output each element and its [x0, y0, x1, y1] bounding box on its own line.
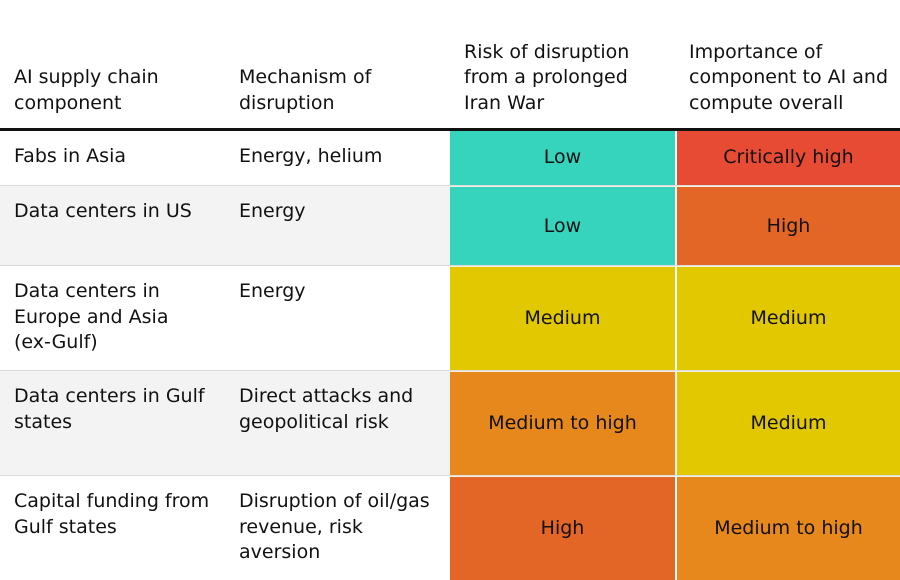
risk-cell: Medium	[450, 266, 675, 371]
table-row: Data centers in Europe and Asia (ex-Gulf…	[0, 265, 900, 371]
table-row: Data centers in US Energy Low High	[0, 185, 900, 266]
mechanism-cell: Energy	[239, 200, 306, 222]
header-component: AI supply chain component	[14, 66, 159, 114]
header-importance: Importance of component to AI and comput…	[689, 40, 889, 114]
mechanism-cell: Energy	[239, 280, 306, 302]
risk-cell: Medium to high	[450, 371, 675, 476]
component-cell: Data centers in Europe and Asia (ex-Gulf…	[14, 280, 169, 353]
mechanism-cell: Direct attacks and geopolitical risk	[239, 385, 414, 433]
table-row: Fabs in Asia Energy, helium Low Critically …	[0, 131, 900, 185]
importance-cell: Medium	[677, 371, 900, 476]
header-rule	[0, 128, 900, 131]
component-cell: Fabs in Asia	[14, 145, 127, 167]
header-risk: Risk of disruption from a prolonged Iran…	[464, 40, 630, 114]
table-row: Capital funding from Gulf states Disrupti…	[0, 475, 900, 580]
risk-cell: Low	[450, 186, 675, 266]
importance-cell: Medium to high	[677, 476, 900, 580]
component-cell: Capital funding from Gulf states	[14, 490, 210, 538]
mechanism-cell: Disruption of oil/gas revenue, risk aver…	[239, 490, 430, 563]
component-cell: Data centers in Gulf states	[14, 385, 205, 433]
header-mechanism: Mechanism of disruption	[239, 66, 372, 114]
risk-cell: Low	[450, 131, 675, 185]
importance-cell: Critically high	[677, 131, 900, 185]
importance-cell: Medium	[677, 266, 900, 371]
importance-cell: High	[677, 186, 900, 266]
table-row: Data centers in Gulf states Direct attack…	[0, 370, 900, 476]
risk-cell: High	[450, 476, 675, 580]
component-cell: Data centers in US	[14, 200, 192, 222]
mechanism-cell: Energy, helium	[239, 145, 383, 167]
